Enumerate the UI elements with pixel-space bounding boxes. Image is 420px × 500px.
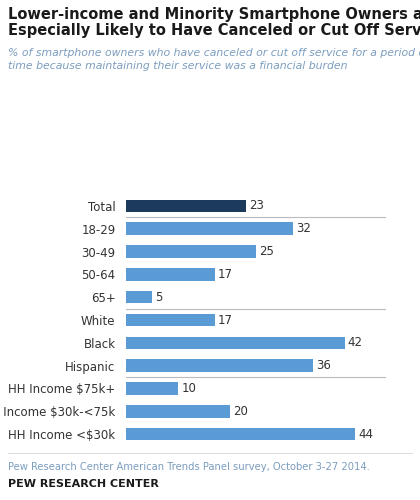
Text: 25: 25	[259, 245, 274, 258]
Bar	[126, 314, 215, 326]
Bar	[126, 360, 313, 372]
Text: 44: 44	[358, 428, 373, 440]
Bar	[126, 222, 293, 235]
Bar	[126, 336, 345, 349]
Text: 32: 32	[296, 222, 311, 235]
Bar	[126, 200, 246, 212]
Text: 20: 20	[233, 404, 248, 417]
Bar	[126, 428, 355, 440]
Bar	[126, 246, 256, 258]
Text: Lower-income and Minority Smartphone Owners are: Lower-income and Minority Smartphone Own…	[8, 8, 420, 22]
Text: 10: 10	[181, 382, 196, 395]
Text: % of smartphone owners who have canceled or cut off service for a period of
time: % of smartphone owners who have canceled…	[8, 48, 420, 70]
Text: 23: 23	[249, 200, 264, 212]
Text: 17: 17	[218, 268, 233, 281]
Bar	[126, 382, 178, 394]
Text: 36: 36	[317, 359, 331, 372]
Text: Pew Research Center American Trends Panel survey, October 3-27 2014.: Pew Research Center American Trends Pane…	[8, 462, 370, 472]
Bar	[126, 405, 230, 417]
Text: 17: 17	[218, 314, 233, 326]
Text: PEW RESEARCH CENTER: PEW RESEARCH CENTER	[8, 479, 159, 489]
Bar	[126, 291, 152, 304]
Text: 5: 5	[155, 290, 163, 304]
Bar	[126, 268, 215, 280]
Text: Especially Likely to Have Canceled or Cut Off Service: Especially Likely to Have Canceled or Cu…	[8, 22, 420, 38]
Text: 42: 42	[348, 336, 363, 349]
